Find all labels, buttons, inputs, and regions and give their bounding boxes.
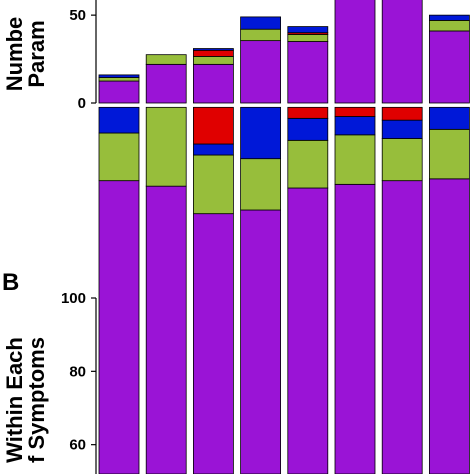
bar-segment-purple	[287, 41, 329, 104]
y-axis-label: Numbe	[2, 17, 27, 92]
bar-segment-red	[334, 106, 376, 117]
bar-segment-green	[98, 132, 140, 182]
bar-segment-green	[145, 106, 187, 187]
bar-segment-purple	[381, 180, 423, 474]
bar-segment-green	[381, 138, 423, 182]
bar-segment-blue	[428, 14, 470, 21]
y-tick-label: 50	[69, 7, 86, 24]
bar-segment-purple	[145, 185, 187, 474]
bar-segment-purple	[240, 40, 282, 104]
bar-segment-green	[145, 54, 187, 65]
bar-segment-red	[287, 106, 329, 119]
y-tick-label: 100	[61, 290, 86, 307]
y-tick-label: 80	[69, 363, 86, 380]
bar-segment-purple	[192, 213, 234, 474]
bar-segment-purple	[287, 187, 329, 474]
bar-segment-blue	[334, 116, 376, 136]
bar-segment-blue	[98, 106, 140, 134]
panel-label-b: B	[2, 269, 19, 296]
y-tick-label: 60	[69, 437, 86, 454]
bar-segment-purple	[192, 63, 234, 104]
bar-segment-purple	[381, 0, 423, 104]
y-axis-label: Param	[24, 20, 49, 87]
bar-segment-red	[381, 106, 423, 121]
bar-segment-blue	[428, 106, 470, 130]
bar-segment-blue	[287, 26, 329, 34]
y-axis-label: Within Each	[2, 337, 27, 463]
bar-segment-green	[287, 34, 329, 42]
bar-segment-green	[334, 134, 376, 185]
bar-segment-blue	[98, 74, 140, 78]
bar-segment-purple	[98, 80, 140, 104]
bar-segment-green	[192, 154, 234, 215]
bar-segment-green	[240, 28, 282, 42]
y-axis-label: f Symptoms	[24, 337, 49, 463]
bar-segment-green	[240, 158, 282, 211]
bar-segment-green	[428, 128, 470, 180]
bar-segment-purple	[428, 178, 470, 474]
bar-segment-blue	[381, 119, 423, 139]
bar-segment-red	[192, 49, 234, 57]
bar-segment-purple	[145, 63, 187, 104]
bar-segment-purple	[334, 183, 376, 474]
bar-segment-blue	[192, 48, 234, 51]
bar-segment-purple	[334, 0, 376, 104]
bar-segment-blue	[240, 16, 282, 30]
bar-segment-blue	[240, 106, 282, 160]
bar-segment-green	[428, 20, 470, 32]
bar-segment-green	[287, 139, 329, 189]
bar-segment-purple	[428, 30, 470, 104]
y-tick-label: 0	[78, 95, 86, 112]
bar-segment-purple	[98, 180, 140, 474]
bar-segment-green	[98, 77, 140, 82]
bar-segment-green	[192, 56, 234, 65]
bar-segment-blue	[192, 143, 234, 156]
bar-segment-blue	[287, 117, 329, 141]
bar-segment-purple	[240, 209, 282, 474]
bar-segment-red	[192, 106, 234, 145]
